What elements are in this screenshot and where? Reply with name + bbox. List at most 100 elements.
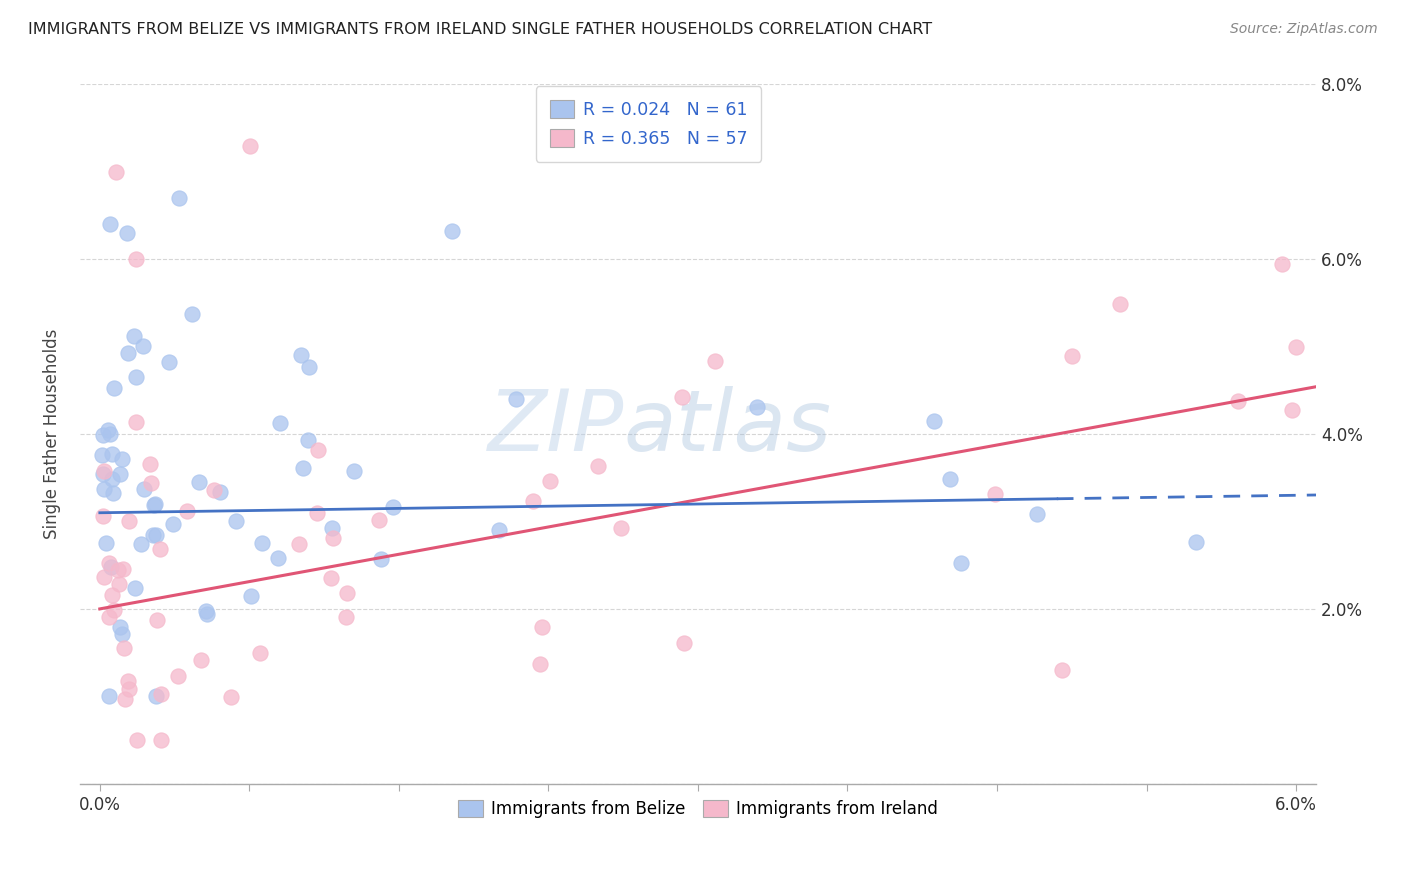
Point xyxy=(1062,349,1084,363)
Point xyxy=(91,428,114,442)
Point xyxy=(288,537,311,551)
Point xyxy=(107,563,129,577)
Point xyxy=(149,541,172,556)
Point xyxy=(367,513,389,527)
Point xyxy=(321,571,343,585)
Point xyxy=(93,464,115,478)
Point xyxy=(110,626,132,640)
Point xyxy=(671,390,693,404)
Point xyxy=(440,224,463,238)
Point xyxy=(132,338,155,352)
Point xyxy=(209,484,232,499)
Point xyxy=(97,423,120,437)
Point xyxy=(110,467,132,482)
Point xyxy=(125,415,148,429)
Point xyxy=(381,500,404,514)
Point xyxy=(297,433,319,447)
Point xyxy=(98,217,121,231)
Point xyxy=(93,467,115,482)
Point xyxy=(110,620,132,634)
Point xyxy=(939,472,962,486)
Point xyxy=(101,589,124,603)
Point xyxy=(335,609,357,624)
Point xyxy=(134,482,156,496)
Point xyxy=(167,191,190,205)
Point xyxy=(122,328,145,343)
Point xyxy=(240,589,263,603)
Point xyxy=(307,443,329,458)
Point xyxy=(336,586,359,600)
Point xyxy=(125,733,148,747)
Point xyxy=(266,551,288,566)
Point xyxy=(298,360,321,375)
Text: Source: ZipAtlas.com: Source: ZipAtlas.com xyxy=(1230,22,1378,37)
Point xyxy=(343,464,366,478)
Point xyxy=(250,535,273,549)
Point xyxy=(1281,403,1303,417)
Point xyxy=(745,400,768,414)
Point xyxy=(103,603,125,617)
Point xyxy=(202,483,225,498)
Point xyxy=(98,609,121,624)
Point xyxy=(180,307,202,321)
Point xyxy=(101,447,124,461)
Point xyxy=(91,509,114,524)
Text: atlas: atlas xyxy=(624,385,832,468)
Point xyxy=(94,536,117,550)
Point xyxy=(949,556,972,570)
Point xyxy=(505,392,527,406)
Text: IMMIGRANTS FROM BELIZE VS IMMIGRANTS FROM IRELAND SINGLE FATHER HOUSEHOLDS CORRE: IMMIGRANTS FROM BELIZE VS IMMIGRANTS FRO… xyxy=(28,22,932,37)
Point xyxy=(115,227,138,241)
Point xyxy=(322,531,344,545)
Point xyxy=(93,483,115,497)
Point xyxy=(1227,393,1250,408)
Point xyxy=(1050,663,1073,677)
Point xyxy=(225,514,247,528)
Point xyxy=(98,426,121,441)
Point xyxy=(305,506,328,520)
Point xyxy=(114,692,136,706)
Point xyxy=(138,457,160,471)
Point xyxy=(190,653,212,667)
Point xyxy=(103,381,125,395)
Point xyxy=(529,657,551,671)
Point xyxy=(145,613,167,627)
Point xyxy=(249,646,271,660)
Point xyxy=(195,607,218,621)
Point xyxy=(292,461,315,475)
Point xyxy=(110,452,132,467)
Point xyxy=(101,471,124,485)
Point xyxy=(704,354,727,368)
Point xyxy=(129,537,152,551)
Point xyxy=(118,682,141,697)
Point xyxy=(125,369,148,384)
Point xyxy=(176,504,198,518)
Point xyxy=(157,354,180,368)
Point xyxy=(124,581,146,595)
Point xyxy=(1108,297,1130,311)
Point xyxy=(139,476,162,491)
Point xyxy=(1271,256,1294,270)
Point xyxy=(98,556,121,570)
Point xyxy=(239,138,262,153)
Point xyxy=(97,690,120,704)
Point xyxy=(104,165,127,179)
Point xyxy=(150,733,173,747)
Point xyxy=(290,348,312,362)
Point xyxy=(142,528,165,542)
Point xyxy=(145,528,167,542)
Point xyxy=(370,552,392,566)
Point xyxy=(107,577,129,591)
Legend: Immigrants from Belize, Immigrants from Ireland: Immigrants from Belize, Immigrants from … xyxy=(451,793,945,824)
Point xyxy=(111,562,134,576)
Point xyxy=(117,346,139,360)
Point xyxy=(143,499,166,513)
Point xyxy=(1185,535,1208,549)
Point xyxy=(118,515,141,529)
Point xyxy=(321,521,343,535)
Point xyxy=(166,669,188,683)
Point xyxy=(219,690,242,704)
Point xyxy=(1285,340,1308,354)
Point xyxy=(488,523,510,537)
Point xyxy=(922,414,945,428)
